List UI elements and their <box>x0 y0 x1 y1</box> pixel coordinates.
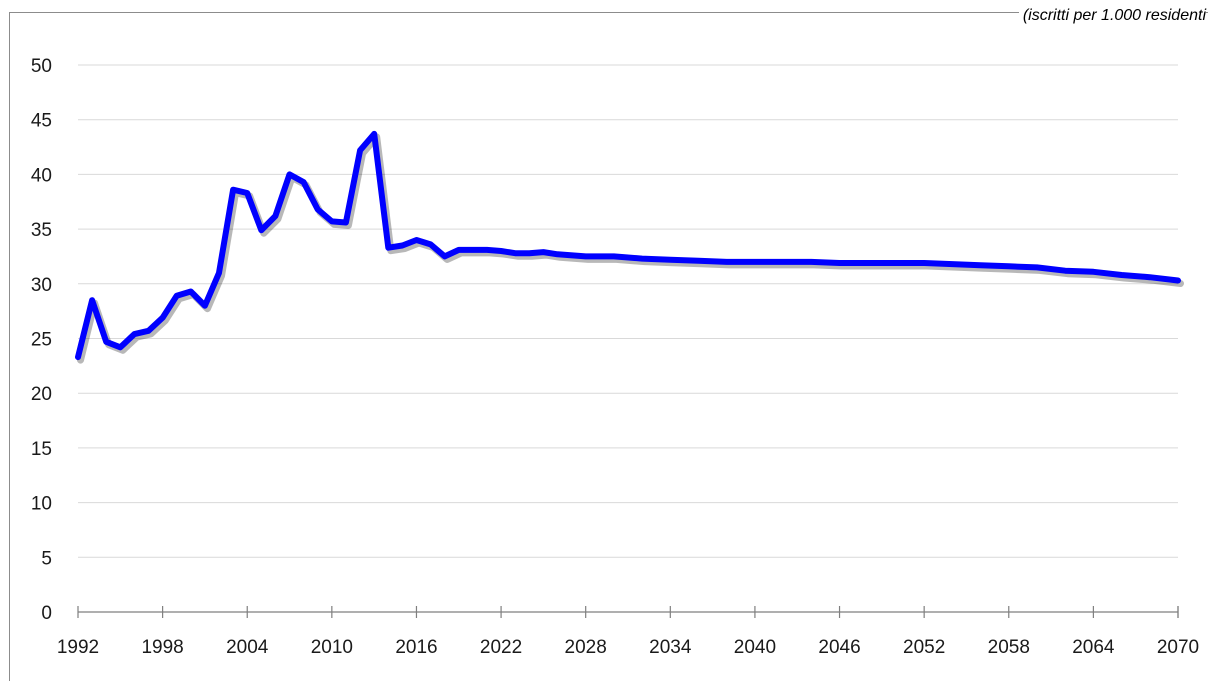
gridlines <box>78 64 1178 558</box>
y-tick-label: 25 <box>31 330 52 351</box>
x-tick-label: 1998 <box>141 637 183 658</box>
axes <box>77 606 1179 618</box>
x-tick-label: 2040 <box>734 637 776 658</box>
x-tick-label: 2022 <box>480 637 522 658</box>
y-tick-label: 30 <box>31 275 52 296</box>
x-tick-label: 2028 <box>565 637 607 658</box>
y-tick-label: 0 <box>41 603 52 624</box>
chart-frame: (iscritti per 1.000 residenti <box>9 7 1208 681</box>
y-tick-label: 5 <box>41 548 52 569</box>
series-group <box>75 130 1184 364</box>
x-tick-label: 2004 <box>226 637 269 658</box>
y-tick-label: 35 <box>31 220 52 241</box>
x-tick-label: 1992 <box>57 637 99 658</box>
y-tick-label: 15 <box>31 439 52 460</box>
y-tick-label: 50 <box>31 56 52 77</box>
x-tick-label: 2034 <box>649 637 692 658</box>
series-line <box>75 130 1181 361</box>
x-tick-label: 2064 <box>1072 637 1115 658</box>
y-axis-tick-labels: 0 5 10 15 20 25 30 35 40 45 50 <box>31 56 52 624</box>
y-tick-label: 40 <box>31 165 52 186</box>
unit-note: (iscritti per 1.000 residenti <box>1018 7 1206 25</box>
x-tick-label: 2016 <box>395 637 437 658</box>
x-tick-label: 2052 <box>903 637 945 658</box>
x-tick-label: 2070 <box>1157 637 1199 658</box>
y-tick-label: 20 <box>31 384 52 405</box>
x-tick-label: 2010 <box>311 637 353 658</box>
x-tick-label: 2058 <box>988 637 1030 658</box>
x-tick-label: 2046 <box>818 637 860 658</box>
series-line-shadow <box>77 133 1184 364</box>
y-tick-label: 45 <box>31 111 52 132</box>
y-tick-label: 10 <box>31 494 52 515</box>
x-axis-tick-labels: 1992 1998 2004 2010 2016 2022 2028 2034 2040 2046… <box>57 637 1199 658</box>
